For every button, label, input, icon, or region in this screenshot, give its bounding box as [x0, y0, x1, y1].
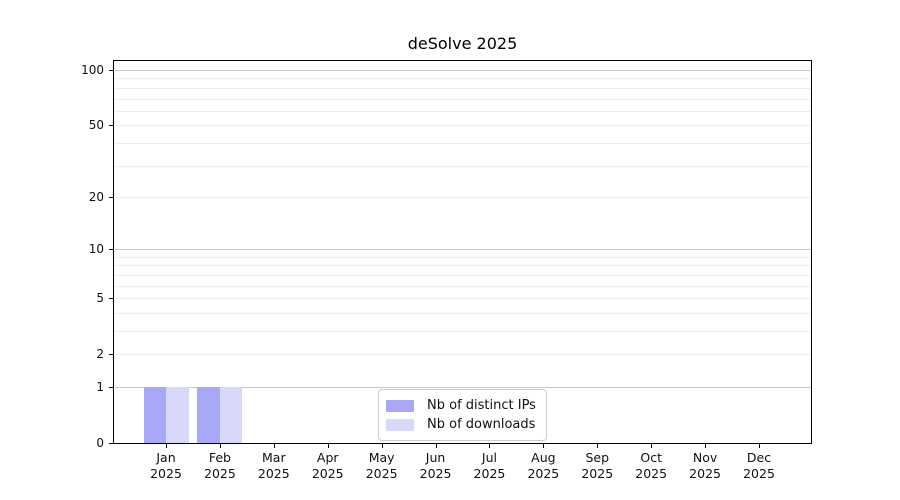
bar-downloads [219, 386, 243, 443]
gridline-minor [114, 256, 811, 258]
plot-area [113, 60, 812, 444]
gridline-major [114, 386, 811, 388]
gridline-minor [114, 78, 811, 80]
bar-distinct-ips [143, 386, 166, 443]
x-tick-label: May 2025 [350, 450, 414, 482]
x-tick-year-label: 2025 [743, 466, 775, 481]
gridline-minor [114, 312, 811, 314]
y-tick [109, 70, 113, 72]
x-tick-label: Aug 2025 [511, 450, 575, 482]
x-tick-year-label: 2025 [257, 466, 290, 481]
gridline-minor [114, 274, 811, 276]
legend-label-downloads: Nb of downloads [427, 417, 536, 432]
x-tick [381, 443, 383, 448]
x-tick-year-label: 2025 [527, 466, 560, 481]
gridline-minor [114, 125, 811, 127]
x-tick [759, 443, 760, 448]
x-tick-label: Mar 2025 [242, 450, 306, 482]
x-tick-label: Jun 2025 [404, 450, 468, 482]
x-tick-label: Jul 2025 [457, 450, 521, 482]
legend-item-distinct-ips: Nb of distinct IPs [386, 396, 536, 415]
y-tick [109, 298, 113, 300]
y-tick-label: 100 [81, 63, 104, 78]
x-tick [435, 443, 437, 448]
x-tick-year-label: 2025 [581, 466, 614, 481]
gridline-minor [114, 196, 811, 198]
y-tick-label: 0 [96, 436, 104, 450]
gridline-minor [114, 98, 811, 100]
legend: Nb of distinct IPs Nb of downloads [378, 389, 547, 441]
y-tick-label: 5 [96, 291, 104, 306]
y-tick [109, 249, 113, 251]
x-tick-label: Sep 2025 [565, 450, 629, 482]
x-tick-year-label: 2025 [204, 466, 236, 481]
x-tick [705, 443, 707, 448]
x-tick-year-label: 2025 [473, 466, 506, 481]
x-tick-label: Apr 2025 [296, 450, 360, 482]
gridline-minor [114, 142, 811, 144]
x-tick-year-label: 2025 [365, 466, 398, 481]
gridline-minor [114, 265, 811, 267]
gridline-minor [114, 330, 811, 332]
x-tick-year-label: 2025 [419, 466, 452, 481]
y-tick-label: 10 [88, 242, 104, 257]
y-tick-label: 1 [96, 379, 104, 394]
gridline-minor [114, 87, 811, 89]
x-tick [489, 443, 491, 448]
x-tick-label: Nov 2025 [673, 450, 737, 482]
x-tick-year-label: 2025 [150, 466, 182, 481]
legend-swatch-downloads-icon [386, 418, 414, 431]
y-tick [109, 125, 113, 127]
x-tick-label: Jan 2025 [134, 450, 198, 482]
y-tick-label: 50 [88, 118, 104, 133]
x-tick [327, 443, 329, 448]
x-tick [651, 443, 653, 448]
gridline-minor [114, 165, 811, 167]
bar-downloads [166, 386, 189, 443]
x-tick [166, 443, 167, 448]
gridline-minor [114, 285, 811, 287]
x-tick-label: Oct 2025 [619, 450, 683, 482]
chart-title: deSolve 2025 [407, 34, 518, 53]
legend-label-distinct-ips: Nb of distinct IPs [427, 398, 536, 413]
gridline-minor [114, 354, 811, 356]
legend-item-downloads: Nb of downloads [386, 415, 536, 434]
x-tick-year-label: 2025 [635, 466, 668, 481]
y-tick [109, 196, 113, 198]
gridline-major [114, 249, 811, 251]
bar-distinct-ips [197, 386, 220, 443]
y-tick [109, 443, 113, 444]
y-tick [109, 354, 113, 356]
x-tick-label: Dec 2025 [727, 450, 791, 482]
x-tick-year-label: 2025 [689, 466, 721, 481]
x-tick [273, 443, 275, 448]
gridline-major [114, 70, 811, 72]
gridline-minor [114, 298, 811, 300]
y-tick-label: 20 [88, 189, 104, 204]
x-tick [597, 443, 599, 448]
gridline-minor [114, 110, 811, 112]
x-tick [219, 443, 221, 448]
x-tick [543, 443, 545, 448]
y-tick [109, 386, 113, 388]
x-tick-year-label: 2025 [311, 466, 344, 481]
x-tick-label: Feb 2025 [188, 450, 252, 482]
legend-swatch-distinct-ips-icon [386, 399, 414, 412]
y-tick-label: 2 [96, 347, 104, 362]
